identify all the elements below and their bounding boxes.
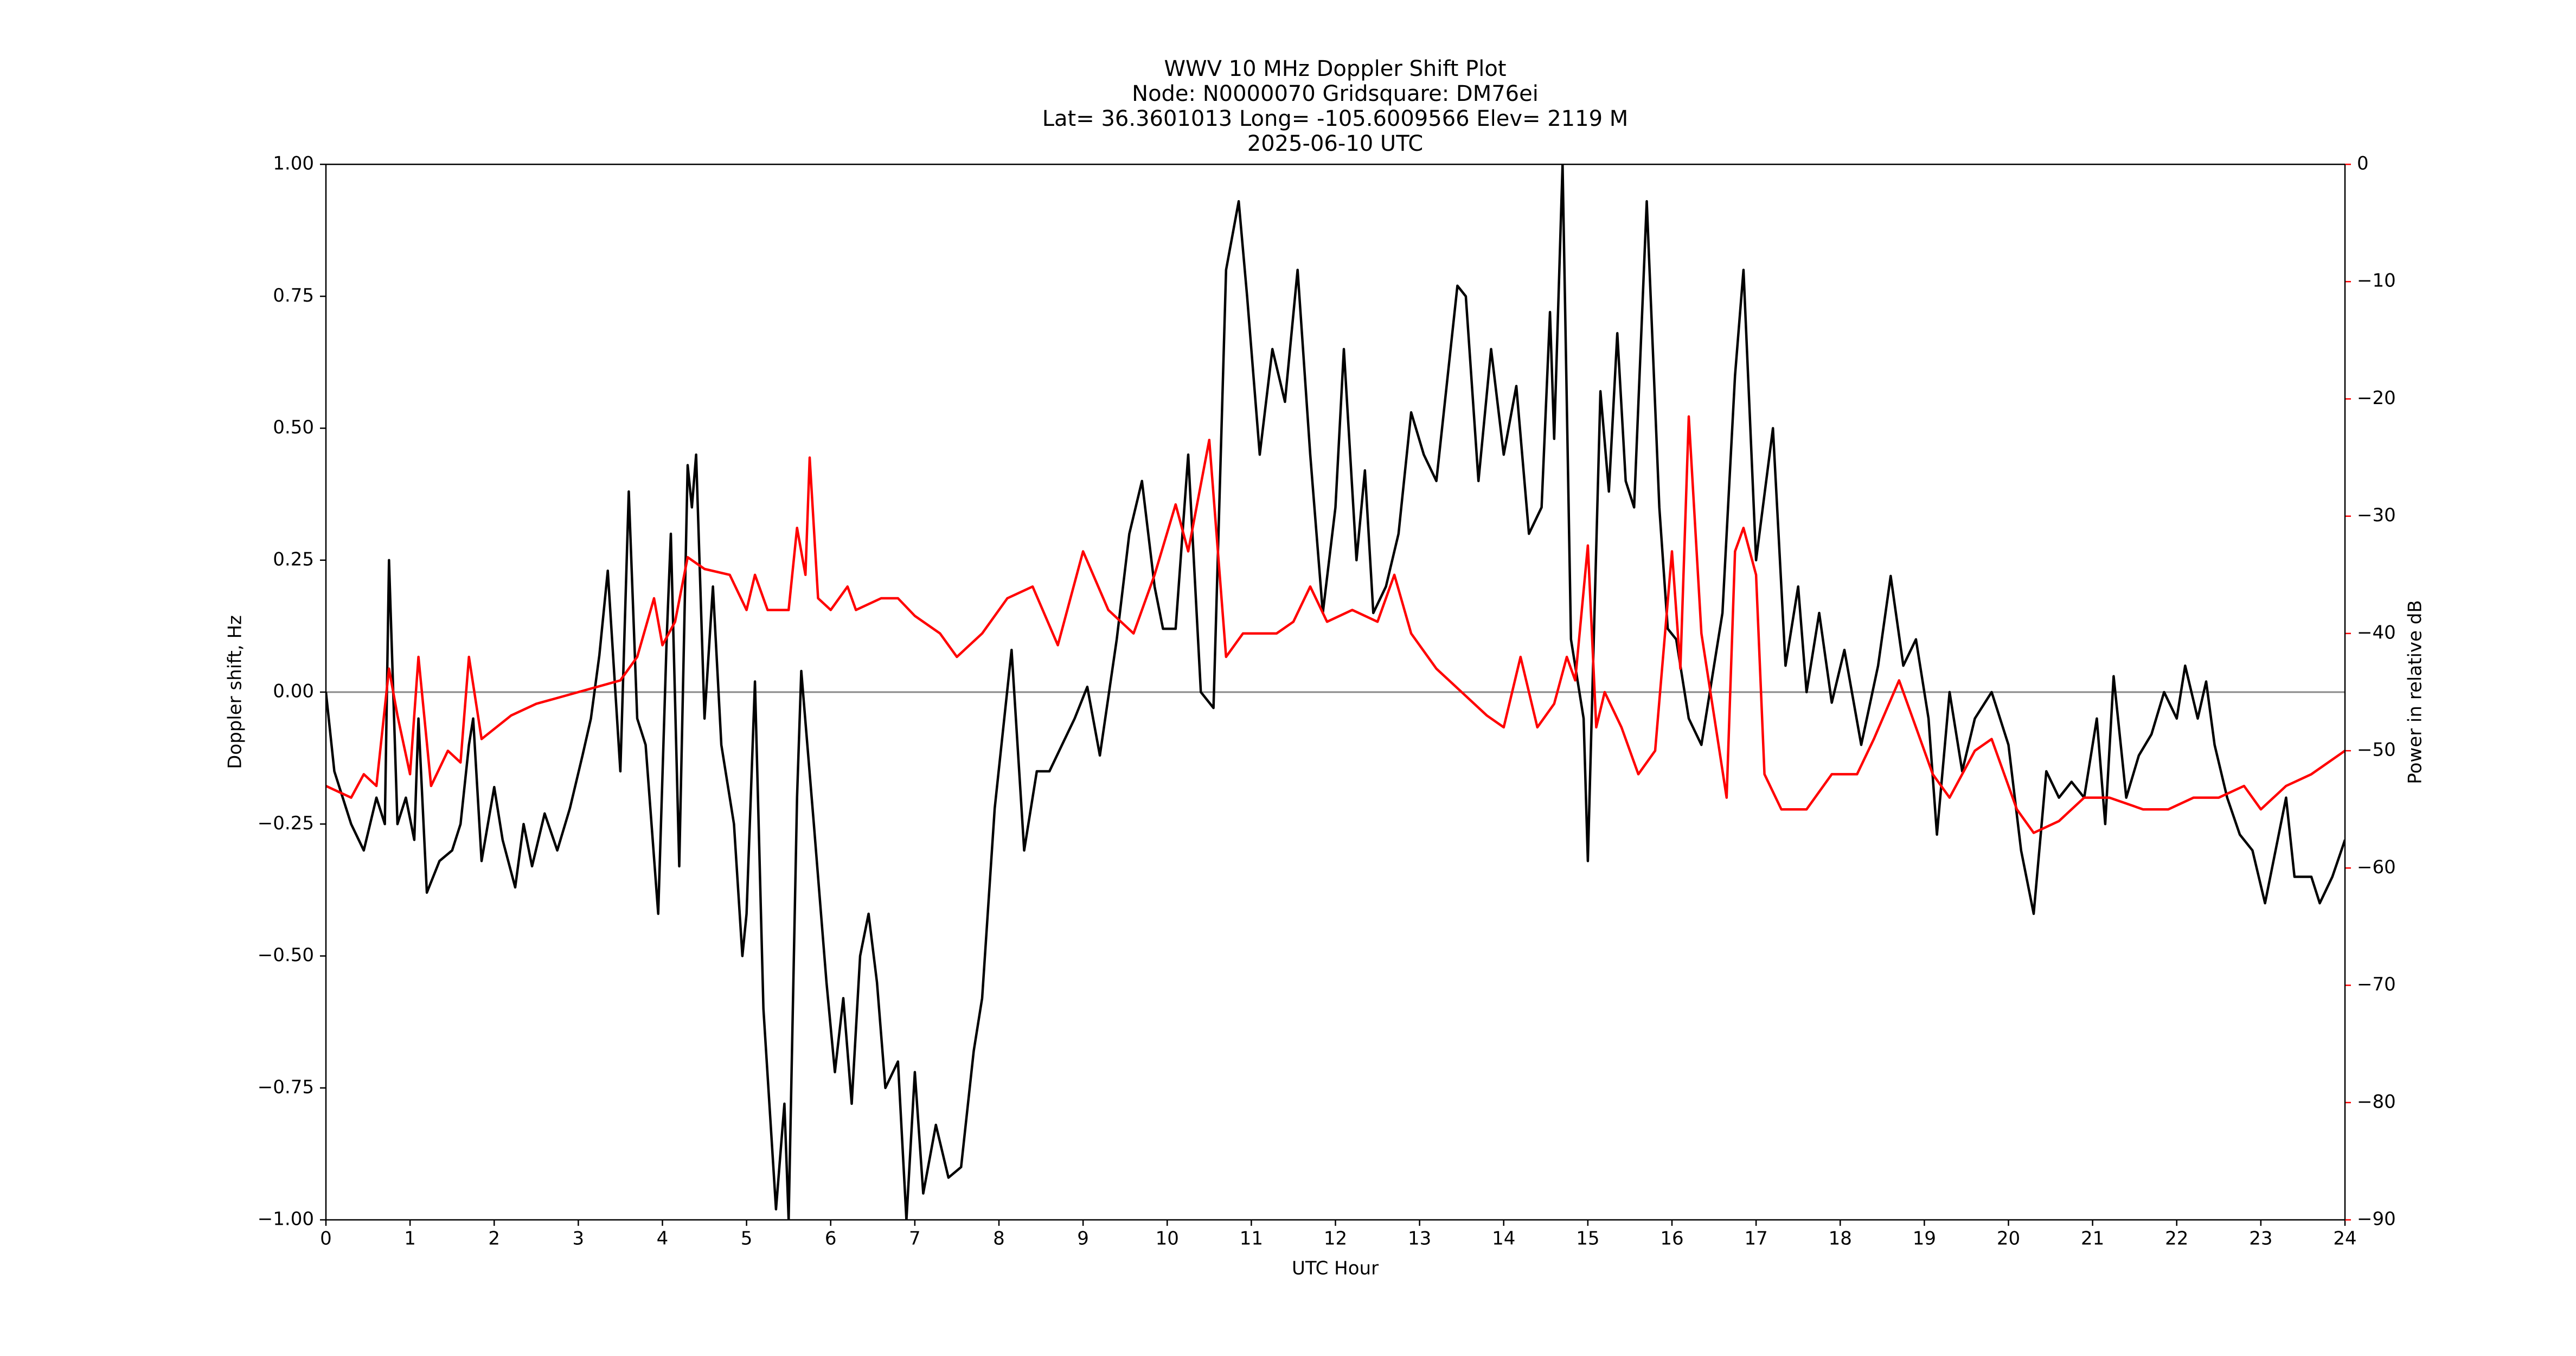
x-tick-label: 18 [1829,1228,1852,1250]
x-tick-label: 24 [2333,1228,2356,1250]
x-tick-label: 6 [825,1228,837,1250]
series-line [326,415,2345,834]
y2-tick-label: 0 [2357,153,2369,175]
y-tick-label: −0.75 [258,1076,314,1098]
x-axis-label: UTC Hour [1292,1258,1379,1280]
x-tick-label: 0 [320,1228,332,1250]
x-tick-label: 9 [1077,1228,1089,1250]
y2-tick-label: −70 [2357,974,2396,995]
x-tick-label: 11 [1240,1228,1263,1250]
x-tick-label: 3 [573,1228,585,1250]
x-tick-label: 2 [488,1228,500,1250]
chart-subtitle: Lat= 36.3601013 Long= -105.6009566 Elev=… [1042,106,1629,131]
series-line [326,164,2345,1220]
x-tick-label: 23 [2249,1228,2272,1250]
y-tick-label: 0.00 [273,681,314,702]
chart-subtitle: Node: N0000070 Gridsquare: DM76ei [1132,81,1539,106]
x-tick-label: 12 [1324,1228,1347,1250]
x-tick-label: 15 [1576,1228,1599,1250]
y2-tick-label: −60 [2357,856,2396,878]
y-tick-label: 0.25 [273,548,314,570]
y-tick-label: 0.50 [273,417,314,438]
x-tick-label: 22 [2165,1228,2188,1250]
chart-title: WWV 10 MHz Doppler Shift Plot [1164,56,1506,81]
x-tick-label: 8 [993,1228,1005,1250]
x-tick-label: 13 [1408,1228,1431,1250]
x-tick-label: 4 [657,1228,669,1250]
x-tick-label: 10 [1156,1228,1179,1250]
y-tick-label: 0.75 [273,285,314,306]
y-axis-label: Doppler shift, Hz [225,615,246,769]
x-tick-label: 14 [1492,1228,1515,1250]
y-tick-label: −1.00 [258,1208,314,1230]
chart-subtitle: 2025-06-10 UTC [1247,131,1423,156]
y2-axis-label: Power in relative dB [2405,600,2426,784]
x-tick-label: 20 [1997,1228,2020,1250]
y2-tick-label: −90 [2357,1208,2396,1230]
x-tick-label: 7 [909,1228,921,1250]
x-tick-label: 1 [404,1228,416,1250]
x-tick-label: 17 [1744,1228,1767,1250]
y2-tick-label: −30 [2357,504,2396,526]
y-tick-label: 1.00 [273,153,314,175]
x-tick-label: 21 [2081,1228,2104,1250]
y2-tick-label: −10 [2357,270,2396,292]
x-tick-label: 16 [1660,1228,1683,1250]
x-tick-label: 5 [741,1228,753,1250]
x-tick-label: 19 [1913,1228,1936,1250]
y2-tick-label: −40 [2357,622,2396,643]
y-tick-label: −0.25 [258,813,314,834]
y2-tick-label: −20 [2357,387,2396,409]
y-tick-label: −0.50 [258,944,314,966]
y2-tick-label: −80 [2357,1091,2396,1112]
y2-tick-label: −50 [2357,739,2396,761]
